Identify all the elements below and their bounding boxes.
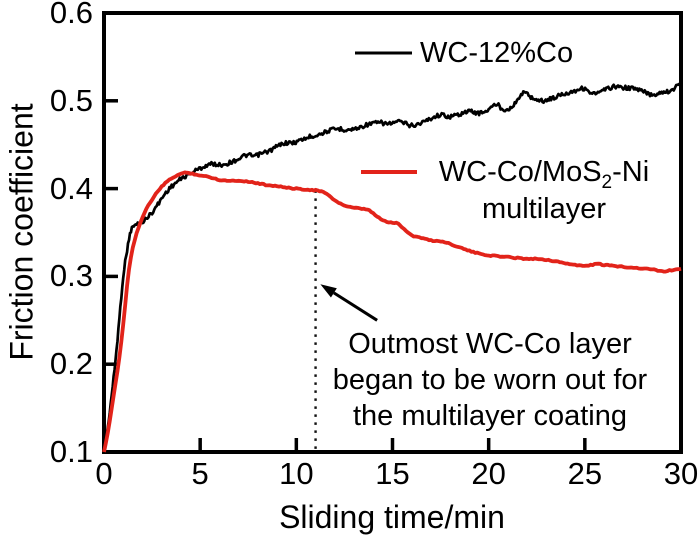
y-tick-label: 0.6: [49, 0, 93, 30]
legend-label-wc12co: WC-12%Co: [420, 37, 574, 69]
legend-label-multilayer-line1: WC-Co/MoS2-Ni: [421, 154, 667, 193]
legend-label-multilayer: WC-Co/MoS2-Ni multilayer: [421, 154, 667, 228]
y-tick-label: 0.1: [49, 434, 93, 469]
x-tick-label: 25: [567, 456, 603, 491]
legend-multilayer-pre: WC-Co/MoS: [438, 156, 602, 188]
annotation-arrow-head: [320, 284, 337, 298]
annotation-line-1: Outmost WC-Co layer: [348, 328, 632, 360]
x-axis-title: Sliding time/min: [279, 499, 505, 535]
series-line-multilayer: [102, 170, 682, 453]
annotation-text: Outmost WC-Co layer began to be worn out…: [283, 326, 697, 434]
plot-frame: [102, 11, 683, 454]
y-tick-label: 0.5: [49, 82, 93, 118]
x-tick-label: 20: [471, 456, 506, 491]
y-tick-label: 0.2: [49, 346, 93, 382]
annotation-arrow-shaft: [333, 291, 378, 322]
annotation-line-2: began to be worn out for: [332, 364, 648, 396]
x-tick-label: 5: [191, 456, 209, 491]
x-tick-label: 10: [279, 456, 314, 491]
legend-multilayer-post: -Ni: [612, 156, 650, 188]
x-tick-label: 30: [663, 456, 699, 491]
x-tick-label: 0: [95, 456, 113, 491]
legend-multilayer-subscript: 2: [601, 171, 613, 193]
legend-label-multilayer-line2: multilayer: [481, 193, 607, 225]
y-tick-label: 0.4: [49, 170, 93, 206]
y-axis-title: Friction coefficient: [3, 103, 40, 361]
series-line-wc12co: [102, 80, 683, 453]
x-tick-label: 15: [375, 456, 410, 491]
y-tick-label: 0.3: [49, 258, 93, 294]
annotation-line-3: the multilayer coating: [352, 400, 628, 432]
